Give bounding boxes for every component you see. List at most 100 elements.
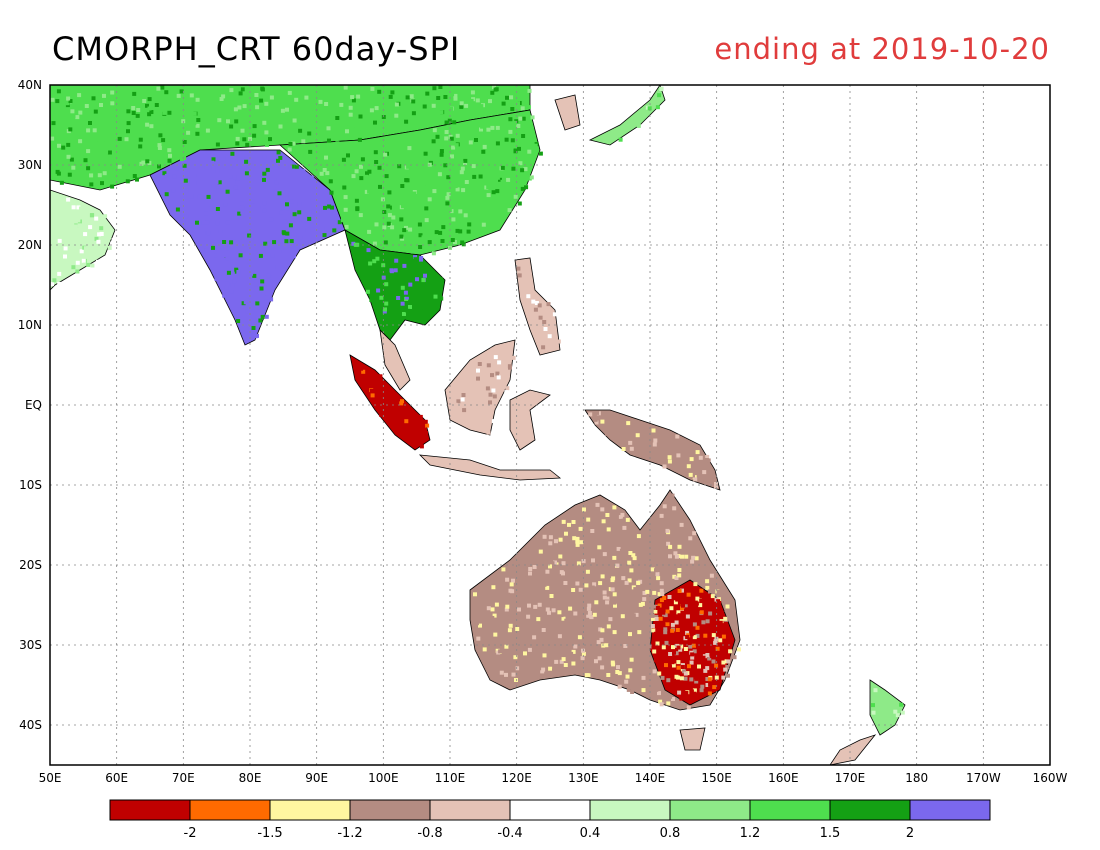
spi-cell (567, 522, 571, 527)
spi-cell (578, 587, 583, 592)
spi-cell (531, 299, 536, 304)
spi-cell (545, 569, 550, 574)
spi-cell (517, 273, 522, 278)
spi-cell (561, 657, 566, 662)
spi-cell (491, 190, 496, 195)
spi-cell (413, 297, 418, 301)
spi-cell (243, 157, 248, 162)
spi-cell (89, 182, 94, 187)
spi-cell (689, 677, 694, 682)
spi-cell (676, 453, 681, 458)
spi-cell (264, 130, 269, 135)
spi-cell (492, 613, 497, 618)
spi-cell (67, 172, 72, 177)
spi-cell (659, 513, 664, 518)
spi-cell (78, 110, 83, 115)
map-title: CMORPH_CRT 60day-SPI (52, 30, 461, 68)
spi-cell (276, 177, 281, 182)
spi-cell (464, 180, 469, 184)
spi-cell (386, 206, 391, 211)
spi-cell (135, 113, 140, 118)
spi-cell (206, 150, 211, 155)
spi-cell (873, 688, 878, 693)
spi-cell (459, 104, 464, 109)
spi-cell (264, 299, 269, 304)
spi-cell (255, 333, 259, 338)
spi-cell (605, 596, 610, 601)
spi-cell (636, 534, 641, 539)
spi-cell (681, 598, 686, 603)
spi-cell (278, 239, 283, 244)
spi-cell (707, 677, 712, 682)
spi-cell (59, 180, 64, 185)
spi-cell (304, 101, 309, 106)
latitude-label: 20N (18, 238, 42, 252)
spi-cell (536, 617, 541, 622)
spi-cell (692, 691, 697, 696)
spi-cell (357, 137, 362, 142)
spi-cell (681, 603, 685, 608)
spi-cell (451, 145, 456, 150)
spi-cell (600, 419, 605, 424)
spi-cell (651, 617, 655, 621)
spi-cell (605, 600, 610, 605)
spi-cell (706, 635, 711, 640)
spi-cell (360, 130, 365, 135)
spi-cell (292, 212, 297, 217)
spi-cell (599, 606, 604, 611)
spi-cell (138, 144, 143, 149)
spi-cell (625, 674, 630, 679)
spi-cell (247, 233, 252, 238)
spi-cell (538, 315, 543, 320)
legend-swatch (829, 799, 911, 821)
spi-cell (444, 120, 449, 125)
spi-cell (297, 210, 302, 215)
spi-cell (374, 110, 378, 115)
spi-cell (656, 637, 661, 642)
spi-cell (89, 173, 94, 178)
spi-cell (657, 691, 661, 696)
spi-cell (621, 568, 626, 573)
longitude-label: 50E (39, 771, 62, 785)
spi-cell (294, 97, 299, 102)
spi-cell (418, 233, 423, 238)
spi-cell (145, 103, 149, 108)
spi-cell (57, 143, 61, 148)
spi-cell (657, 671, 662, 676)
spi-cell (440, 239, 445, 243)
spi-cell (182, 140, 187, 144)
spi-cell (241, 301, 246, 306)
spi-cell (420, 204, 425, 209)
spi-cell (204, 211, 208, 216)
spi-cell (672, 650, 676, 655)
spi-cell (179, 183, 184, 188)
spi-cell (210, 102, 215, 107)
spi-cell (659, 588, 664, 593)
spi-cell (450, 154, 454, 159)
spi-cell (622, 525, 627, 530)
spi-cell (605, 420, 610, 425)
spi-cell (615, 587, 620, 592)
spi-cell (654, 614, 659, 619)
spi-cell (490, 373, 494, 378)
spi-cell (499, 670, 504, 675)
spi-cell (652, 590, 657, 595)
spi-cell (505, 95, 509, 100)
spi-cell (404, 419, 409, 424)
legend-swatch (669, 799, 751, 821)
spi-cell (110, 101, 115, 106)
spi-cell (368, 133, 373, 137)
spi-cell (685, 614, 690, 619)
spi-cell (365, 289, 370, 294)
spi-cell (249, 236, 254, 241)
spi-cell (527, 149, 532, 154)
spi-cell (664, 640, 669, 645)
legend-label: -0.4 (497, 826, 522, 841)
spi-cell (676, 660, 681, 665)
spi-cell (504, 644, 509, 649)
spi-cell (376, 288, 381, 293)
spi-cell (66, 96, 71, 101)
spi-cell (262, 171, 267, 176)
spi-cell (256, 205, 261, 210)
spi-cell (527, 311, 532, 316)
